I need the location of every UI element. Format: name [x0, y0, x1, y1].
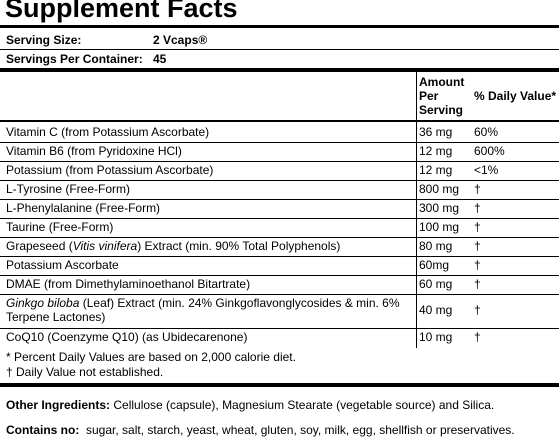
title-divider [0, 25, 559, 28]
serving-size-label: Serving Size: [6, 33, 82, 47]
nutrient-name: Ginkgo biloba (Leaf) Extract (min. 24% G… [6, 296, 400, 324]
nutrient-name-part: Ginkgo biloba [6, 296, 80, 310]
nutrient-name-part: Vitis vinifera [72, 239, 138, 253]
amount-header-3: Serving [419, 103, 464, 117]
amount-header-2: Per [419, 89, 439, 103]
other-ingredients: Other Ingredients: Cellulose (capsule), … [6, 398, 494, 412]
nutrient-name: L-Phenylalanine (Free-Form) [6, 201, 160, 215]
nutrient-amount: 100 mg [419, 220, 460, 234]
contains-no-label: Contains no: [6, 423, 80, 437]
contains-no: Contains no: sugar, salt, starch, yeast,… [6, 423, 515, 437]
nutrient-daily-value: † [474, 201, 481, 215]
nutrient-name: DMAE (from Dimethylaminoethanol Bitartra… [6, 277, 250, 291]
nutrient-daily-value: † [474, 303, 481, 317]
nutrient-amount: 12 mg [419, 144, 453, 158]
nutrient-amount: 80 mg [419, 239, 453, 253]
contains-no-value: sugar, salt, starch, yeast, wheat, glute… [79, 423, 515, 437]
divider [0, 49, 559, 50]
row-divider [0, 161, 559, 162]
nutrient-name-part: DMAE (from Dimethylaminoethanol Bitartra… [6, 277, 251, 291]
thick-divider [0, 68, 559, 72]
nutrient-name-part: L-Phenylalanine (Free-Form) [6, 201, 161, 215]
nutrient-name-part: Potassium (from Potassium Ascorbate) [6, 163, 214, 177]
nutrient-amount: 800 mg [419, 182, 460, 196]
row-divider [0, 275, 559, 276]
nutrient-name-line2: Terpene Lactones) [6, 310, 106, 324]
nutrient-daily-value: † [474, 258, 481, 272]
nutrient-name: Grapeseed (Vitis vinifera) Extract (min.… [6, 239, 340, 253]
nutrient-amount: 60mg [419, 258, 450, 272]
nutrient-name: Potassium (from Potassium Ascorbate) [6, 163, 213, 177]
header-divider [0, 120, 559, 122]
nutrient-daily-value: <1% [474, 163, 499, 177]
amount-header-1: Amount [419, 75, 465, 89]
footnote-not-established: † Daily Value not established. [6, 365, 164, 379]
nutrient-daily-value: 60% [474, 125, 499, 139]
servings-value: 45 [153, 52, 167, 66]
nutrient-name-part: Grapeseed ( [6, 239, 73, 253]
other-ingredients-label: Other Ingredients: [6, 398, 111, 412]
nutrient-name-part: Vitamin C (from Potassium Ascorbate) [6, 125, 210, 139]
nutrient-name: Vitamin C (from Potassium Ascorbate) [6, 125, 209, 139]
dv-header: % Daily Value* [474, 89, 557, 103]
nutrient-daily-value: † [474, 277, 481, 291]
row-divider [0, 199, 559, 200]
nutrient-daily-value: † [474, 239, 481, 253]
nutrient-daily-value: † [474, 330, 481, 344]
nutrient-name-part: Vitamin B6 (from Pyridoxine HCl) [6, 144, 182, 158]
other-ingredients-value: Cellulose (capsule), Magnesium Stearate … [110, 398, 495, 412]
row-divider [0, 142, 559, 143]
row-divider [0, 180, 559, 181]
nutrient-name: Taurine (Free-Form) [6, 220, 113, 234]
nutrient-name-part: CoQ10 (Coenzyme Q10) (as Ubidecarenone) [6, 330, 248, 344]
nutrient-name-part: L-Tyrosine (Free-Form) [6, 182, 131, 196]
row-divider [0, 237, 559, 238]
servings-label: Servings Per Container: [6, 52, 143, 66]
row-divider [0, 328, 559, 329]
footer-divider [0, 383, 559, 387]
row-divider [0, 294, 559, 295]
nutrient-daily-value: 600% [474, 144, 505, 158]
nutrient-amount: 60 mg [419, 277, 453, 291]
nutrient-name-part: (Leaf) Extract (min. 24% Ginkgoflavongly… [79, 296, 400, 310]
row-divider [0, 256, 559, 257]
nutrient-name: Potassium Ascorbate [6, 258, 119, 272]
nutrient-daily-value: † [474, 220, 481, 234]
nutrient-name-part: ) Extract (min. 90% Total Polyphenols) [137, 239, 341, 253]
nutrient-amount: 12 mg [419, 163, 453, 177]
nutrient-name: L-Tyrosine (Free-Form) [6, 182, 130, 196]
row-divider [0, 218, 559, 219]
column-divider-amount [416, 72, 417, 348]
nutrient-amount: 40 mg [419, 303, 453, 317]
nutrient-name: CoQ10 (Coenzyme Q10) (as Ubidecarenone) [6, 330, 247, 344]
nutrient-name: Vitamin B6 (from Pyridoxine HCl) [6, 144, 182, 158]
footnote-daily-value: * Percent Daily Values are based on 2,00… [6, 350, 296, 364]
nutrient-amount: 10 mg [419, 330, 453, 344]
nutrient-amount: 300 mg [419, 201, 460, 215]
nutrient-name-part: Potassium Ascorbate [6, 258, 119, 272]
nutrient-daily-value: † [474, 182, 481, 196]
nutrient-amount: 36 mg [419, 125, 453, 139]
serving-size-value: 2 Vcaps® [153, 33, 208, 47]
nutrient-name-part: Taurine (Free-Form) [6, 220, 114, 234]
page-title: Supplement Facts [5, 0, 238, 23]
